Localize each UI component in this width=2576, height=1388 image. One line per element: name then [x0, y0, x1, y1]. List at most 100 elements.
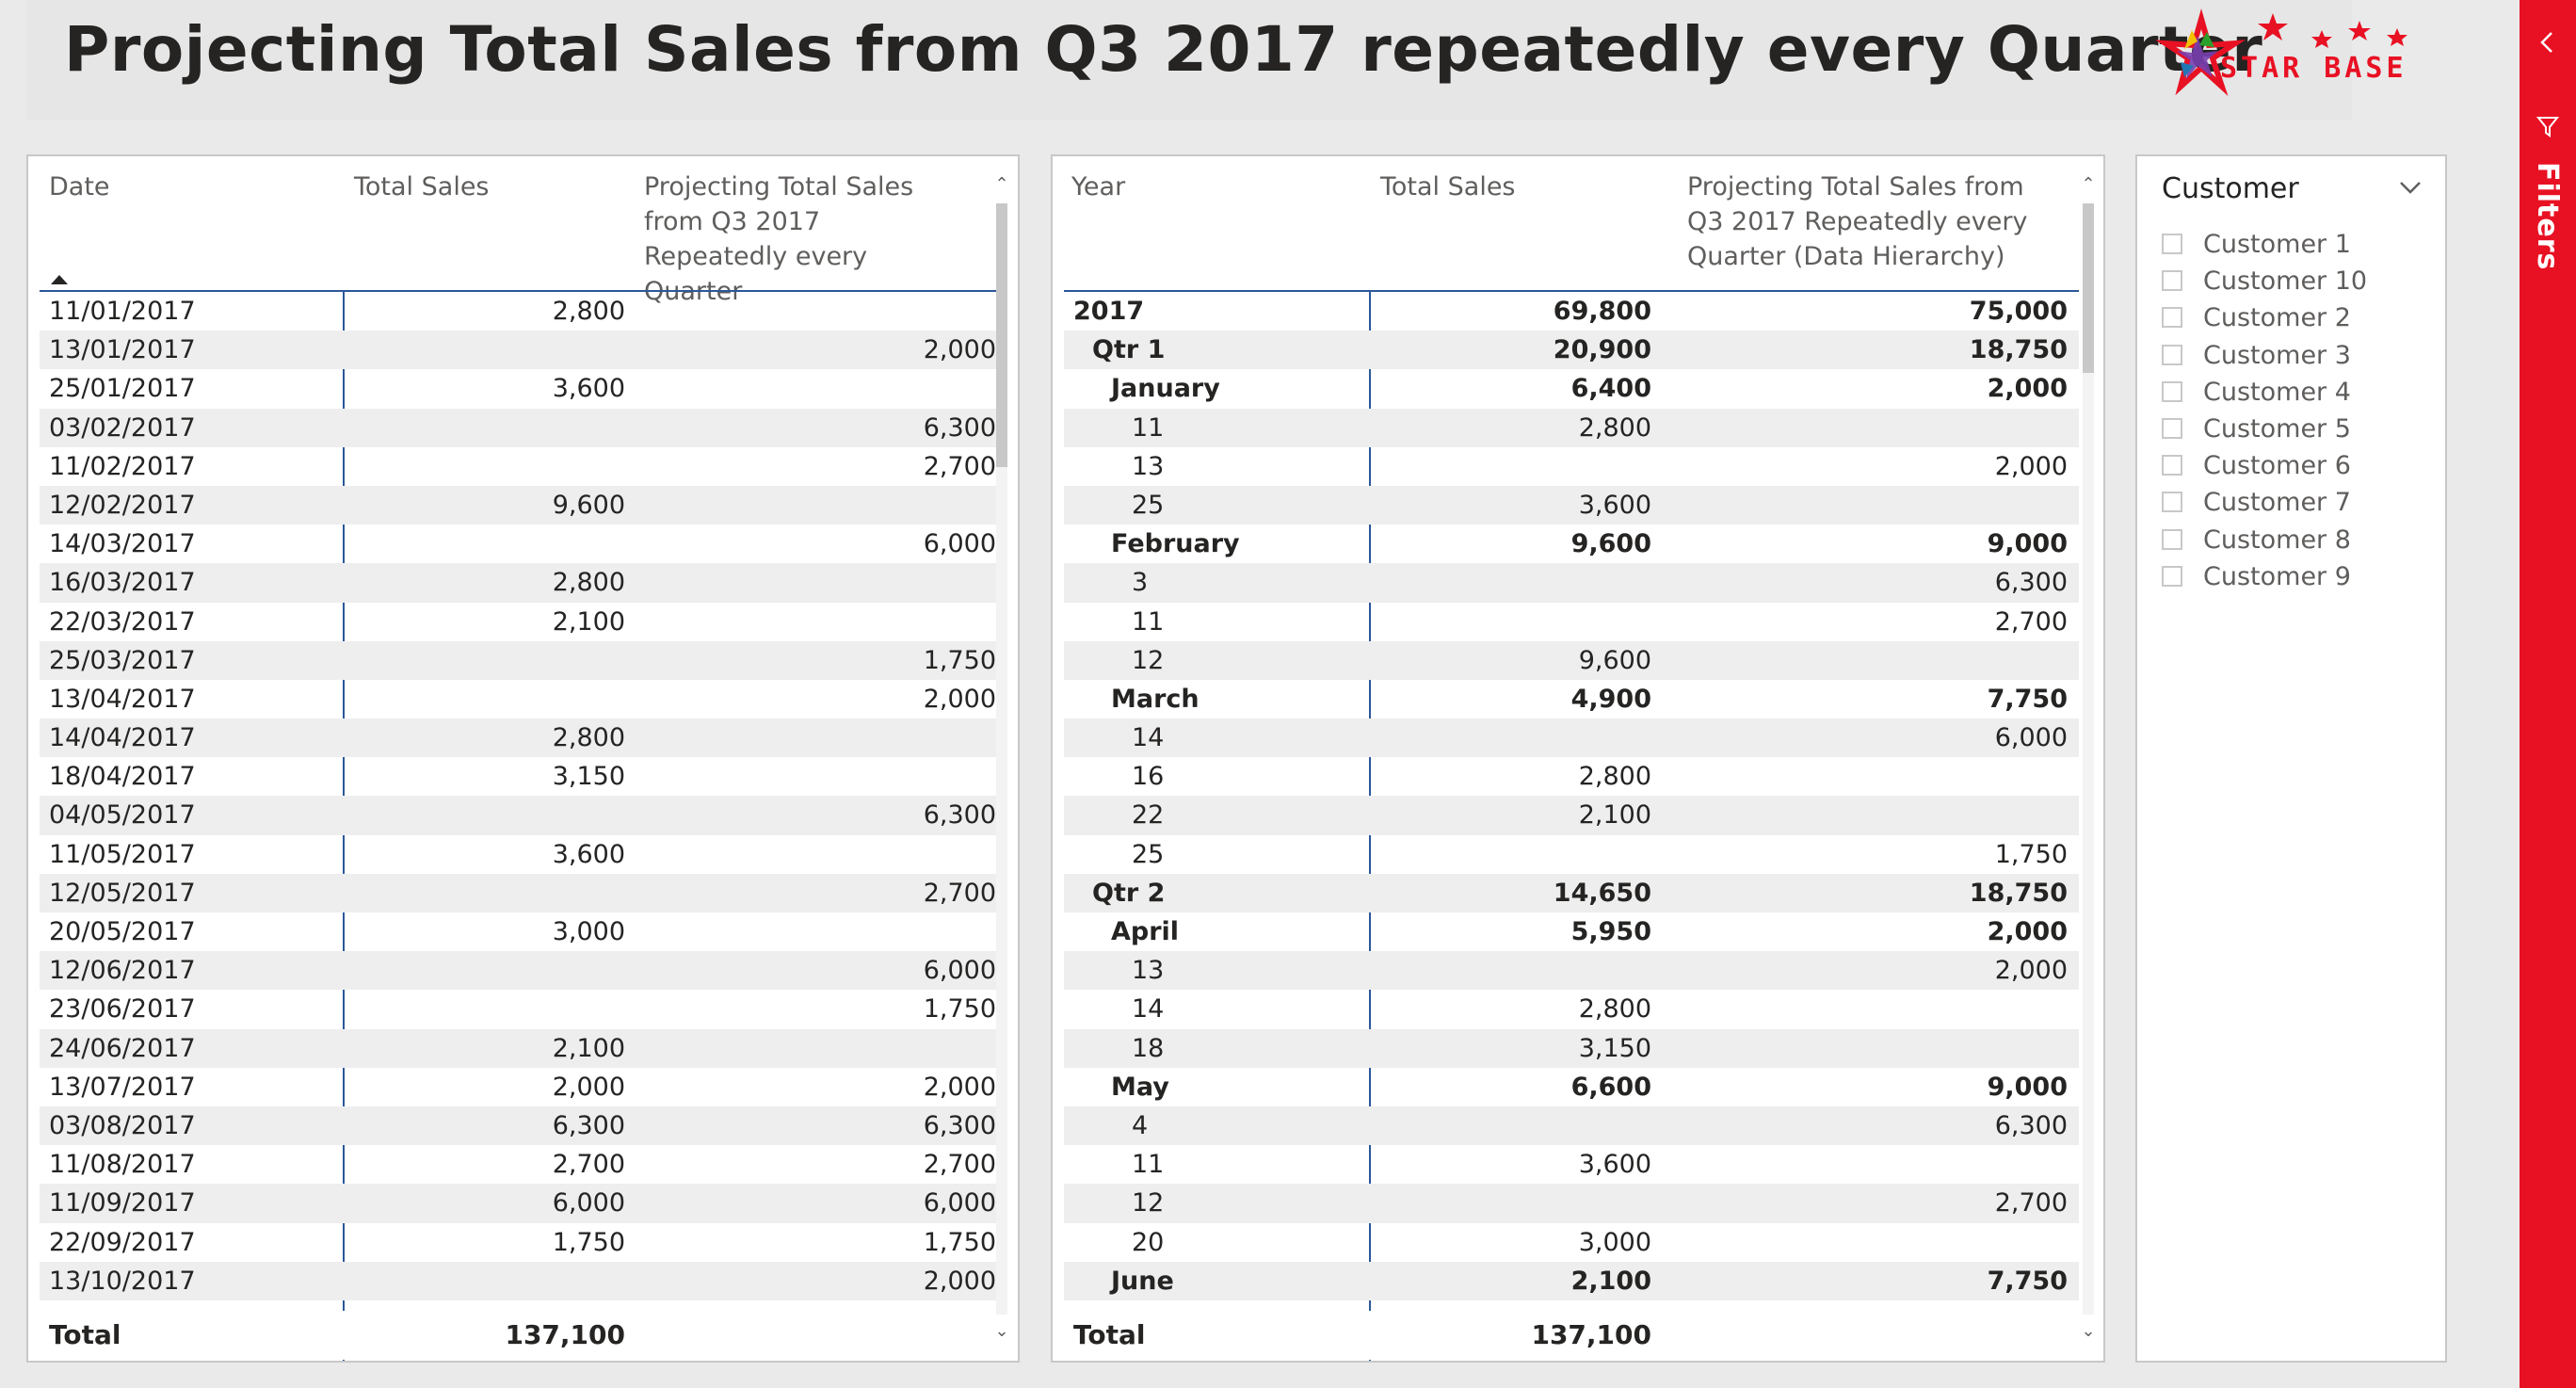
chevron-down-icon[interactable]	[2396, 173, 2424, 202]
table-row[interactable]: 13/10/2017 2,000	[40, 1261, 1007, 1300]
table-row[interactable]: 13/04/2017 2,000	[40, 680, 1007, 718]
column-header-total-sales[interactable]: Total Sales	[354, 172, 490, 202]
year-matrix-scrollbar[interactable]: ⌃ ⌄	[2081, 174, 2096, 1343]
chevron-left-icon[interactable]	[2533, 28, 2561, 56]
matrix-row[interactable]: May 6,600 9,000	[1064, 1068, 2079, 1106]
filters-pane[interactable]: Filters	[2520, 0, 2576, 1388]
checkbox[interactable]	[2162, 270, 2182, 292]
chevron-down-icon[interactable]: ⌄	[2081, 1321, 2096, 1341]
date-cell: 04/05/2017	[49, 800, 196, 831]
projection-cell: 2,000	[923, 335, 996, 365]
column-header-year[interactable]: Year	[1071, 172, 1126, 202]
scroll-track[interactable]	[2083, 203, 2094, 1315]
scroll-track[interactable]	[996, 203, 1007, 1315]
table-row[interactable]: 03/08/2017 6,300 6,300	[40, 1106, 1007, 1146]
table-row[interactable]: 16/03/2017 2,800	[40, 563, 1007, 603]
matrix-row[interactable]: February 9,600 9,000	[1064, 525, 2079, 563]
hierarchy-label-cell: 14	[1132, 994, 1165, 1025]
date-cell: 25/01/2017	[49, 374, 196, 404]
matrix-row[interactable]: 13 2,000	[1064, 447, 2079, 486]
hierarchy-label-cell: Qtr 2	[1092, 878, 1166, 908]
matrix-row[interactable]: 11 2,800	[1064, 408, 2079, 447]
checkbox[interactable]	[2162, 492, 2182, 513]
table-row[interactable]: 11/01/2017 2,800	[40, 292, 1007, 331]
chevron-up-icon[interactable]: ⌃	[2081, 174, 2096, 194]
customer-slicer[interactable]: Customer Customer 1 Customer 10 Customer 2…	[2135, 154, 2447, 1363]
table-row[interactable]: 14/03/2017 6,000	[40, 525, 1007, 563]
checkbox[interactable]	[2162, 418, 2182, 439]
checkbox[interactable]	[2162, 455, 2182, 476]
column-header-projection-hierarchy[interactable]: Projecting Total Sales from Q3 2017 Repe…	[1687, 172, 2028, 271]
table-row[interactable]: 11/08/2017 2,700 2,700	[40, 1145, 1007, 1184]
table-row[interactable]: 24/06/2017 2,100	[40, 1028, 1007, 1068]
checkbox[interactable]	[2162, 565, 2182, 587]
date-table-visual[interactable]: Date Total Sales Projecting Total Sales …	[26, 154, 1020, 1363]
table-row[interactable]: 25/03/2017 1,750	[40, 640, 1007, 680]
projection-cell: 2,000	[1987, 374, 2068, 404]
matrix-row[interactable]: 11 3,600	[1064, 1145, 2079, 1184]
checkbox[interactable]	[2162, 380, 2182, 402]
table-row[interactable]: 14/04/2017 2,800	[40, 718, 1007, 758]
matrix-row[interactable]: 14 2,800	[1064, 990, 2079, 1028]
date-cell: 11/09/2017	[49, 1188, 196, 1219]
matrix-row[interactable]: 12 2,700	[1064, 1184, 2079, 1223]
matrix-row[interactable]: Qtr 1 20,900 18,750	[1064, 331, 2079, 370]
matrix-row[interactable]: June 2,100 7,750	[1064, 1261, 2079, 1300]
matrix-row[interactable]: 13 2,000	[1064, 951, 2079, 991]
table-row[interactable]: 12/02/2017 9,600	[40, 485, 1007, 525]
table-row[interactable]: 11/02/2017 2,700	[40, 447, 1007, 486]
table-row[interactable]: 25/01/2017 3,600	[40, 369, 1007, 408]
table-row[interactable]: 11/09/2017 6,000 6,000	[40, 1184, 1007, 1223]
matrix-row[interactable]: 16 2,800	[1064, 757, 2079, 796]
scroll-thumb[interactable]	[2083, 203, 2094, 373]
table-row[interactable]: 04/05/2017 6,300	[40, 796, 1007, 835]
matrix-row[interactable]: 25 3,600	[1064, 485, 2079, 525]
date-table-scrollbar[interactable]: ⌃ ⌄	[994, 174, 1009, 1343]
table-row[interactable]: 20/05/2017 3,000	[40, 912, 1007, 951]
matrix-row[interactable]: 12 9,600	[1064, 640, 2079, 680]
column-header-projection[interactable]: Projecting Total Sales from Q3 2017 Repe…	[644, 172, 914, 306]
slicer-item-label: Customer 2	[2203, 303, 2351, 333]
table-row[interactable]: 22/03/2017 2,100	[40, 603, 1007, 641]
total-sales-cell: 3,600	[552, 839, 625, 869]
matrix-row[interactable]: April 5,950 2,000	[1064, 912, 2079, 951]
table-row[interactable]: 22/09/2017 1,750 1,750	[40, 1223, 1007, 1262]
total-sales-value: 137,100	[1531, 1319, 1651, 1350]
table-row[interactable]: 23/06/2017 1,750	[40, 990, 1007, 1028]
sort-ascending-icon[interactable]	[51, 275, 68, 284]
year-matrix-visual[interactable]: Year Total Sales Projecting Total Sales …	[1051, 154, 2105, 1363]
matrix-row[interactable]: 25 1,750	[1064, 835, 2079, 874]
table-row[interactable]: 13/01/2017 2,000	[40, 331, 1007, 370]
checkbox[interactable]	[2162, 307, 2182, 329]
table-row[interactable]: 18/04/2017 3,150	[40, 757, 1007, 796]
matrix-row[interactable]: Qtr 2 14,650 18,750	[1064, 873, 2079, 912]
matrix-row[interactable]: 14 6,000	[1064, 718, 2079, 758]
scroll-thumb[interactable]	[996, 203, 1007, 467]
table-row[interactable]: 03/02/2017 6,300	[40, 408, 1007, 447]
matrix-row[interactable]: 11 2,700	[1064, 603, 2079, 641]
matrix-row[interactable]: 18 3,150	[1064, 1028, 2079, 1068]
hierarchy-label-cell: 25	[1132, 839, 1165, 869]
slicer-item-label: Customer 10	[2203, 266, 2368, 297]
chevron-down-icon[interactable]: ⌄	[994, 1321, 1009, 1341]
table-row[interactable]: 12/06/2017 6,000	[40, 951, 1007, 991]
matrix-row[interactable]: 4 6,300	[1064, 1106, 2079, 1146]
matrix-row[interactable]: March 4,900 7,750	[1064, 680, 2079, 718]
filters-label[interactable]: Filters	[2531, 162, 2564, 271]
column-header-total-sales[interactable]: Total Sales	[1380, 172, 1516, 202]
chevron-up-icon[interactable]: ⌃	[994, 174, 1009, 194]
projection-cell: 2,000	[923, 684, 996, 714]
table-row[interactable]: 12/05/2017 2,700	[40, 873, 1007, 912]
matrix-row[interactable]: January 6,400 2,000	[1064, 369, 2079, 408]
matrix-row[interactable]: 20 3,000	[1064, 1223, 2079, 1262]
matrix-row[interactable]: 3 6,300	[1064, 563, 2079, 603]
matrix-row[interactable]: 22 2,100	[1064, 796, 2079, 835]
logo-text: STAR BASE	[2220, 52, 2407, 85]
matrix-row[interactable]: 2017 69,800 75,000	[1064, 292, 2079, 331]
checkbox[interactable]	[2162, 234, 2182, 254]
checkbox[interactable]	[2162, 344, 2182, 365]
table-row[interactable]: 13/07/2017 2,000 2,000	[40, 1068, 1007, 1106]
checkbox[interactable]	[2162, 528, 2182, 550]
column-header-date[interactable]: Date	[49, 172, 110, 202]
table-row[interactable]: 11/05/2017 3,600	[40, 835, 1007, 874]
